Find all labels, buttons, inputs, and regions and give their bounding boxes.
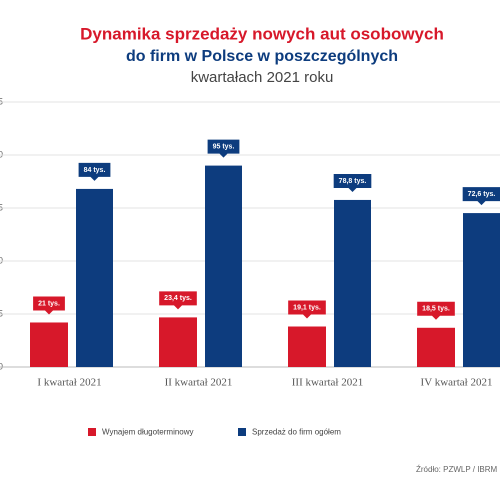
- chart-title: Dynamika sprzedaży nowych aut osobowych: [80, 24, 444, 43]
- value-label-box: [78, 162, 111, 181]
- chart-title: do firm w Polsce w poszczególnych: [126, 48, 398, 65]
- x-tick-label: I kwartał 2021: [37, 377, 101, 389]
- y-tick-label: 100: [0, 149, 3, 159]
- y-tick-label: 25: [0, 308, 3, 318]
- legend-swatch: [88, 428, 96, 436]
- x-tick-label: IV kwartał 2021: [421, 377, 493, 389]
- value-label-box: [33, 296, 65, 315]
- x-tick-label: II kwartał 2021: [165, 377, 233, 389]
- value-label: 21 tys.: [38, 300, 60, 307]
- value-label: 19,1 tys.: [293, 304, 321, 311]
- source-note: Źródło: PZWLP / IBRM: [416, 465, 498, 474]
- bar: [30, 322, 68, 367]
- x-tick-label: III kwartał 2021: [292, 377, 363, 389]
- value-label-box: [207, 139, 240, 158]
- value-label: 78,8 tys.: [339, 178, 367, 185]
- y-tick-label: 50: [0, 255, 3, 265]
- y-tick-label: 125: [0, 96, 3, 106]
- bar: [76, 188, 113, 367]
- bar: [159, 317, 197, 367]
- value-label-box: [462, 187, 500, 206]
- value-label: 18,5 tys.: [422, 306, 450, 313]
- value-label: 84 tys.: [84, 167, 106, 174]
- chart-title: kwartałach 2021 roku: [191, 69, 334, 86]
- value-label-box: [288, 300, 326, 319]
- bar: [334, 199, 371, 367]
- bar: [288, 326, 326, 367]
- bar: [417, 327, 455, 367]
- legend-swatch: [238, 428, 246, 436]
- value-label: 23,4 tys.: [164, 295, 192, 302]
- y-tick-label: 0: [0, 361, 3, 371]
- value-label: 72,6 tys.: [468, 191, 496, 198]
- y-tick-label: 75: [0, 202, 3, 212]
- value-label-box: [333, 173, 372, 192]
- value-label: 95 tys.: [213, 143, 235, 150]
- value-label-box: [417, 301, 455, 320]
- bar: [205, 165, 242, 367]
- legend-label: Sprzedaż do firm ogółem: [252, 428, 341, 437]
- bar: [463, 213, 500, 367]
- legend-label: Wynajem długoterminowy: [102, 428, 194, 437]
- value-label-box: [159, 291, 197, 310]
